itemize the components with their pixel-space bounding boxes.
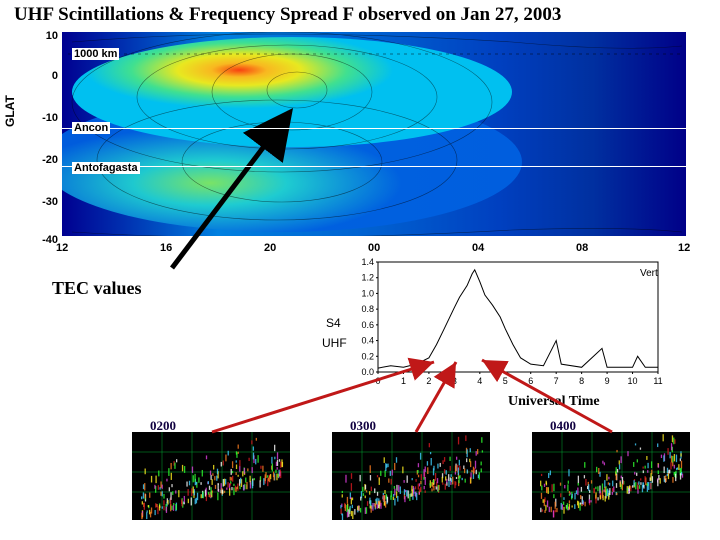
xtick: 12	[678, 242, 690, 254]
station-antofagasta: Antofagasta	[72, 162, 140, 174]
spectrogram-0200	[132, 432, 290, 520]
svg-text:0.0: 0.0	[361, 367, 374, 377]
tec-heatmap	[62, 32, 686, 236]
xtick: 16	[160, 242, 172, 254]
ytick: 0	[34, 70, 58, 82]
tec-values-label: TEC values	[52, 278, 142, 299]
svg-text:1.2: 1.2	[361, 273, 374, 283]
xtick: 08	[576, 242, 588, 254]
svg-text:0.4: 0.4	[361, 336, 374, 346]
ytick: -10	[34, 112, 58, 124]
universal-time-label: Universal Time	[508, 394, 600, 410]
xtick: 00	[368, 242, 380, 254]
svg-text:4: 4	[477, 376, 482, 386]
svg-text:1: 1	[401, 376, 406, 386]
svg-text:10: 10	[628, 376, 638, 386]
svg-text:8: 8	[579, 376, 584, 386]
ytick: -20	[34, 154, 58, 166]
station-1000km: 1000 km	[72, 48, 119, 60]
vert-label: Vert	[640, 268, 658, 279]
ytick: 10	[34, 30, 58, 42]
svg-text:0.2: 0.2	[361, 351, 374, 361]
svg-text:9: 9	[605, 376, 610, 386]
svg-text:0.6: 0.6	[361, 320, 374, 330]
svg-text:0.8: 0.8	[361, 304, 374, 314]
xtick: 20	[264, 242, 276, 254]
spectrogram-0400	[532, 432, 690, 520]
svg-text:1.4: 1.4	[361, 258, 374, 267]
xtick: 12	[56, 242, 68, 254]
svg-text:7: 7	[554, 376, 559, 386]
heatmap-ylabel: GLAT	[3, 95, 17, 127]
svg-text:2: 2	[426, 376, 431, 386]
s4-plot: 0.0 0.2 0.4 0.6 0.8 1.0 1.2 1.4 0 1 2 3 4 5 6 7 8 9 10 11	[350, 258, 670, 388]
svg-text:3: 3	[452, 376, 457, 386]
svg-text:11: 11	[653, 376, 662, 386]
xtick: 04	[472, 242, 484, 254]
ancon-line	[62, 128, 686, 129]
svg-text:6: 6	[528, 376, 533, 386]
svg-text:5: 5	[503, 376, 508, 386]
svg-text:1.0: 1.0	[361, 288, 374, 298]
ytick: -30	[34, 196, 58, 208]
s4-ylabel: S4	[326, 316, 341, 330]
svg-text:0: 0	[375, 376, 380, 386]
station-ancon: Ancon	[72, 122, 110, 134]
ytick: -40	[34, 234, 58, 246]
spectrogram-0300	[332, 432, 490, 520]
page-title: UHF Scintillations & Frequency Spread F …	[14, 4, 561, 26]
uhf-label: UHF	[322, 336, 347, 350]
antofagasta-line	[62, 166, 686, 167]
